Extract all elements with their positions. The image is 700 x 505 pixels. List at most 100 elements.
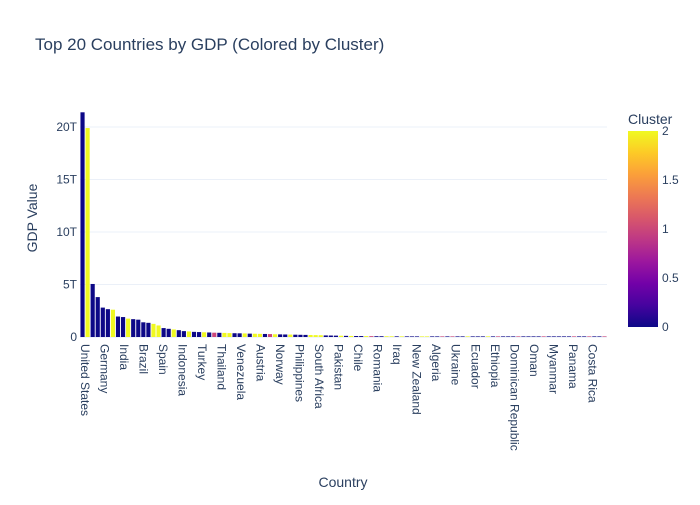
bar — [278, 334, 283, 337]
bar — [343, 335, 349, 337]
bar — [197, 332, 202, 337]
bar — [516, 336, 521, 337]
y-tick-label: 15T — [56, 173, 77, 187]
bar — [495, 336, 501, 337]
bar — [232, 333, 237, 337]
x-tick-label: Panama — [566, 344, 580, 389]
bar — [394, 336, 399, 337]
bar — [465, 336, 470, 337]
colorbar-tick-label: 0.5 — [662, 271, 679, 285]
bar — [267, 334, 273, 337]
bar — [577, 336, 582, 337]
bar — [176, 330, 181, 337]
bar — [384, 336, 389, 337]
bar — [105, 309, 110, 337]
x-tick-label: New Zealand — [410, 344, 424, 415]
bar — [318, 335, 323, 337]
bar — [475, 336, 480, 337]
bar — [566, 336, 572, 337]
y-tick-label: 5T — [63, 278, 78, 292]
bar — [303, 334, 308, 337]
bar — [217, 332, 222, 337]
bar — [171, 329, 176, 337]
bar — [536, 336, 541, 337]
bar — [222, 332, 227, 337]
bar — [409, 336, 414, 337]
bar — [501, 336, 506, 337]
x-tick-label: Chile — [351, 344, 365, 372]
bars — [80, 112, 607, 337]
colorbar-title: Cluster — [628, 111, 673, 127]
bar — [191, 331, 197, 337]
bar — [338, 335, 344, 337]
bar — [85, 128, 90, 337]
bar — [571, 336, 577, 337]
bar — [430, 336, 435, 337]
bar — [511, 336, 516, 337]
bar — [597, 336, 602, 337]
x-axis-ticks: United States Germany India Brazil Spain Indo… — [78, 344, 599, 451]
x-tick-label: Norway — [273, 344, 287, 385]
bar — [273, 334, 278, 337]
bar — [100, 307, 105, 337]
bar — [561, 336, 567, 337]
bar — [592, 336, 597, 337]
bar — [490, 336, 496, 337]
bar — [242, 333, 247, 337]
bar — [227, 333, 232, 337]
bar — [156, 325, 161, 337]
bar — [283, 334, 288, 337]
bar — [151, 323, 156, 337]
bar — [293, 334, 298, 337]
x-tick-label: Iraq — [390, 344, 404, 365]
x-tick-label: Ecuador — [468, 344, 482, 389]
bar — [120, 317, 126, 337]
bar — [126, 318, 131, 337]
bar — [323, 335, 328, 337]
bar — [440, 336, 445, 337]
x-axis-label: Country — [318, 474, 367, 490]
bar — [379, 336, 384, 337]
bar — [531, 336, 536, 337]
bar — [369, 336, 374, 337]
bar — [80, 112, 85, 337]
bar — [364, 336, 369, 337]
x-tick-label: Indonesia — [175, 344, 189, 396]
bar — [95, 297, 100, 337]
colorbar-tick-label: 2 — [662, 124, 669, 138]
bar — [455, 336, 460, 337]
colorbar-tick-label: 0 — [662, 320, 669, 334]
colorbar-gradient — [628, 131, 658, 327]
bar — [354, 336, 359, 337]
bar — [460, 336, 465, 337]
bar — [141, 322, 146, 337]
bar — [131, 319, 136, 337]
bar — [349, 335, 354, 337]
bar — [115, 316, 121, 337]
bar — [262, 333, 268, 337]
bar — [419, 336, 425, 337]
bar — [404, 336, 409, 337]
bar — [551, 336, 556, 337]
colorbar-ticks: 0 0.5 1 1.5 2 — [662, 124, 679, 334]
x-tick-label: Spain — [156, 344, 170, 375]
x-tick-label: Philippines — [293, 344, 307, 402]
colorbar: Cluster 0 0.5 1 1.5 2 — [628, 111, 679, 334]
bar — [186, 331, 192, 337]
y-axis-ticks: 0 5T 10T 15T 20T — [56, 120, 77, 344]
bar — [207, 332, 212, 337]
bar — [257, 333, 262, 337]
bar — [399, 336, 404, 337]
bar — [602, 336, 607, 337]
bar — [389, 336, 394, 337]
bar — [546, 336, 551, 337]
x-tick-label: Costa Rica — [585, 344, 599, 403]
x-tick-label: Thailand — [215, 344, 229, 390]
x-tick-label: United States — [78, 344, 92, 416]
bar — [450, 336, 455, 337]
bar — [328, 335, 333, 337]
bar — [136, 319, 141, 337]
y-tick-label: 10T — [56, 225, 77, 239]
